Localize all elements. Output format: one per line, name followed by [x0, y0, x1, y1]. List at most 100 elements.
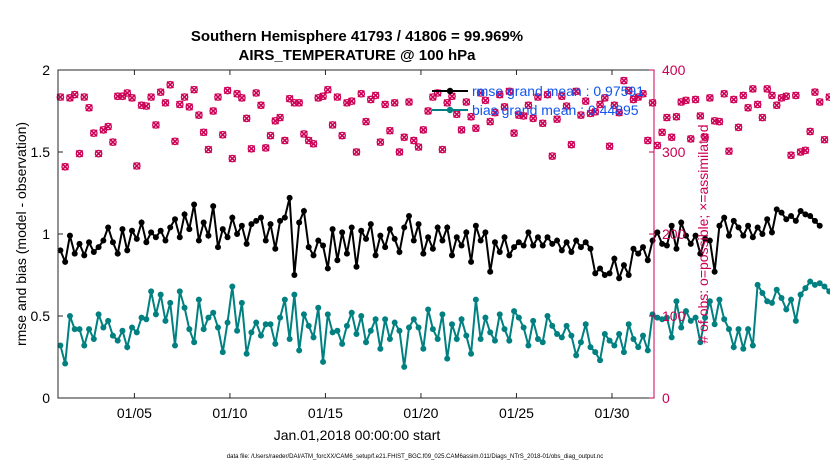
- rmse-point: [315, 237, 322, 244]
- bias-point: [697, 339, 704, 346]
- obs-assimilated-point: [228, 154, 237, 163]
- rmse-point: [811, 217, 818, 224]
- obs-possible-point: [209, 107, 218, 115]
- bias-point: [382, 316, 389, 323]
- obs-possible-point: [596, 100, 604, 109]
- obs-possible-point: [529, 114, 538, 123]
- bias-point: [511, 308, 518, 315]
- bias-point: [372, 316, 379, 323]
- rmse-point: [644, 257, 651, 264]
- bias-point: [659, 316, 666, 323]
- rmse-point: [577, 244, 584, 251]
- obs-assimilated-point: [792, 91, 800, 100]
- obs-possible-point: [400, 133, 409, 142]
- plot-frame: [57, 69, 655, 399]
- bias-point: [525, 342, 532, 349]
- bias-point: [640, 332, 647, 339]
- obs-possible-point: [825, 93, 830, 101]
- obs-assimilated-point: [70, 90, 79, 99]
- bias-point: [191, 339, 198, 346]
- obs-possible-point: [758, 113, 767, 122]
- obs-assimilated-point: [257, 101, 265, 110]
- obs-assimilated-point: [395, 148, 404, 156]
- obs-assimilated-point: [753, 100, 762, 109]
- rmse-point: [687, 240, 694, 247]
- rmse-point: [434, 224, 441, 231]
- obs-possible-point: [729, 95, 738, 104]
- rmse-point: [219, 226, 226, 233]
- rmse-point: [525, 229, 532, 236]
- bias-point: [568, 332, 575, 339]
- obs-possible-point: [505, 87, 514, 96]
- rmse-point: [716, 222, 723, 229]
- rmse-point: [281, 214, 288, 221]
- obs-possible-point: [199, 128, 208, 137]
- rmse-point: [176, 234, 183, 241]
- obs-possible-point: [706, 94, 714, 102]
- rmse-point: [305, 244, 312, 251]
- bias-point: [587, 344, 594, 351]
- bias-point: [329, 329, 336, 336]
- rmse-point: [391, 235, 398, 242]
- obs-possible-point: [85, 103, 93, 112]
- obs-possible-point: [643, 136, 652, 145]
- obs-possible-point: [156, 88, 165, 96]
- bias-point: [109, 332, 116, 339]
- obs-possible-point: [280, 136, 289, 145]
- bias-point: [224, 319, 231, 326]
- rmse-point: [754, 224, 761, 231]
- rmse-point: [119, 226, 126, 233]
- obs-assimilated-point: [195, 111, 203, 119]
- rmse-point: [448, 252, 455, 259]
- bias-point: [444, 355, 451, 362]
- obs-assimilated-point: [500, 103, 509, 111]
- obs-assimilated-point: [75, 149, 84, 158]
- obs-assimilated-point: [620, 76, 628, 85]
- obs-possible-point: [89, 129, 98, 137]
- obs-possible-point: [56, 93, 65, 101]
- rmse-point: [816, 222, 823, 229]
- rmse-point: [702, 235, 709, 242]
- rmse-point: [635, 250, 642, 257]
- obs-possible-point: [433, 89, 442, 97]
- bias-point: [630, 335, 637, 342]
- bias-point: [687, 317, 694, 324]
- rmse-point: [353, 263, 360, 270]
- rmse-point: [377, 232, 384, 239]
- bias-point: [802, 285, 809, 292]
- obs-possible-point: [295, 98, 304, 107]
- obs-possible-point: [620, 76, 628, 85]
- obs-possible-point: [624, 86, 633, 95]
- obs-assimilated-point: [758, 113, 767, 122]
- obs-assimilated-point: [281, 136, 289, 145]
- obs-assimilated-point: [295, 99, 303, 107]
- obs-assimilated-point: [615, 108, 623, 117]
- bias-point: [353, 331, 360, 338]
- obs-assimilated-point: [390, 99, 399, 107]
- rmse-point: [788, 212, 795, 219]
- obs-possible-point: [524, 101, 533, 110]
- bias-point: [415, 324, 422, 331]
- obs-assimilated-point: [691, 95, 700, 104]
- obs-possible-point: [409, 136, 418, 145]
- bias-point: [76, 326, 83, 333]
- obs-assimilated-point: [109, 138, 117, 146]
- rmse-point: [272, 245, 279, 252]
- rmse-point: [90, 249, 97, 256]
- obs-assimilated-point: [180, 93, 189, 101]
- rmse-point: [659, 240, 666, 247]
- bias-point: [277, 314, 284, 321]
- rmse-point: [692, 232, 699, 239]
- obs-possible-point: [648, 98, 657, 107]
- rmse-point: [410, 237, 417, 244]
- obs-assimilated-point: [66, 94, 74, 102]
- rmse-point: [568, 249, 575, 256]
- obs-assimilated-point: [443, 99, 451, 107]
- obs-assimilated-point: [371, 91, 380, 100]
- bias-point: [324, 311, 331, 318]
- obs-possible-point: [500, 103, 509, 111]
- obs-assimilated-point: [405, 98, 413, 106]
- obs-assimilated-point: [400, 133, 408, 142]
- obs-possible-point: [233, 89, 241, 98]
